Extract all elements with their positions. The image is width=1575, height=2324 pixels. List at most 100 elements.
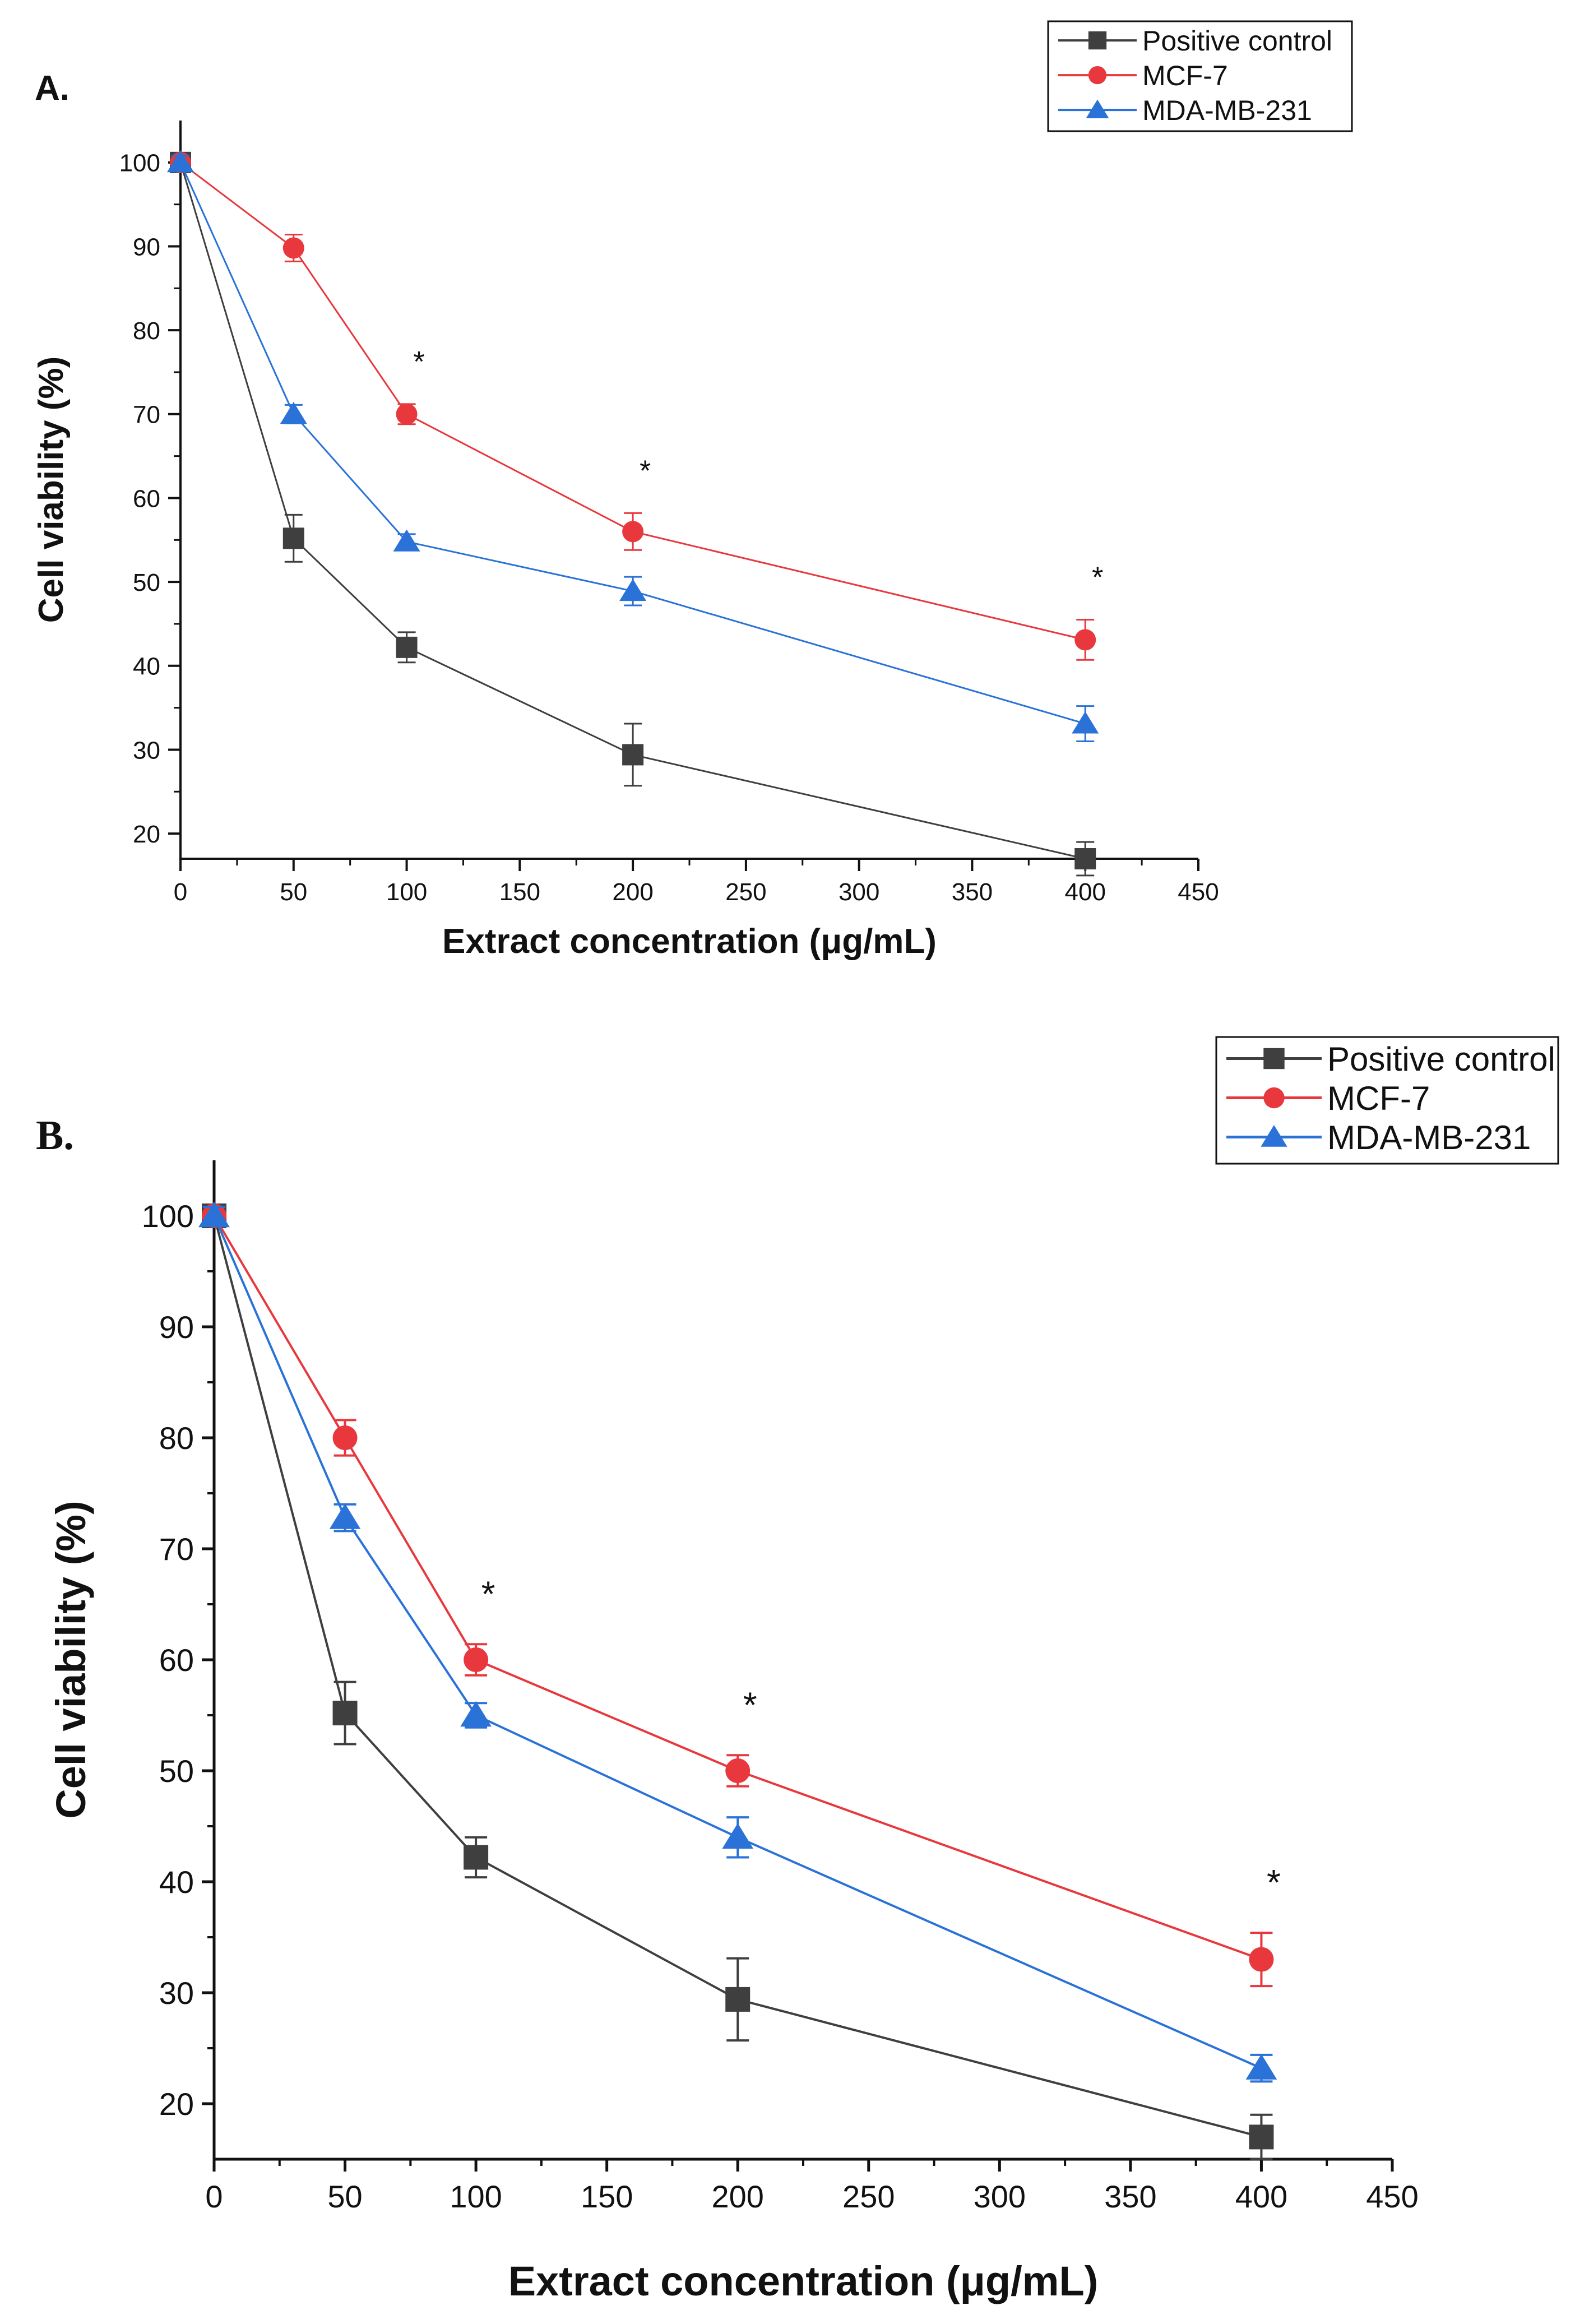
data-point <box>396 403 418 425</box>
y-tick-label: 30 <box>159 1975 194 2011</box>
y-tick-label: 20 <box>133 821 160 848</box>
legend-marker <box>1263 1048 1285 1070</box>
x-tick-label: 0 <box>205 2179 223 2214</box>
legend-marker <box>1261 1124 1287 1147</box>
data-point <box>1249 1947 1274 1972</box>
significance-star: * <box>640 455 651 487</box>
significance-star: * <box>481 1573 495 1614</box>
panel-label: A. <box>35 69 70 108</box>
series-mda-mb-231 <box>198 1201 1277 2083</box>
x-tick-label: 50 <box>280 878 307 906</box>
x-tick-label: 150 <box>499 878 540 906</box>
legend-label: MCF-7 <box>1327 1080 1430 1117</box>
data-point <box>1072 711 1099 734</box>
y-tick-label: 50 <box>159 1753 194 1789</box>
x-tick-label: 200 <box>712 2179 764 2214</box>
data-point <box>460 1701 492 1727</box>
y-tick-label: 90 <box>159 1309 194 1345</box>
chart-a: A. 0 50 100 150 200 250 300 350 400 450 20 30 40 50 60 7… <box>32 20 1353 961</box>
data-point <box>332 1701 358 1726</box>
data-point <box>332 1425 358 1450</box>
x-tick-label: 350 <box>1104 2179 1156 2214</box>
x-tick-label: 250 <box>725 878 766 906</box>
x-tick-label: 400 <box>1065 878 1106 906</box>
y-tick-label: 50 <box>133 569 160 596</box>
x-tick-label: 0 <box>174 878 187 906</box>
x-tick-label: 50 <box>327 2179 362 2214</box>
y-tick-label: 80 <box>133 317 160 345</box>
x-tick-label: 100 <box>386 878 427 906</box>
panel-b: B. 0 50 100 150 200 250 300 350 400 450 20 30 40 50 60 7… <box>0 1009 1575 2324</box>
y-axis-title: Cell viability (%) <box>48 1501 94 1818</box>
data-point <box>725 1758 751 1783</box>
y-axis-title: Cell viability (%) <box>32 357 71 623</box>
y-tick-label: 80 <box>159 1420 194 1456</box>
data-point <box>166 150 194 173</box>
y-tick-label: 40 <box>159 1864 194 1900</box>
data-point <box>393 529 420 552</box>
x-tick-label: 300 <box>974 2179 1026 2214</box>
data-point <box>619 578 647 601</box>
y-tick-label: 60 <box>133 485 160 512</box>
data-point <box>1249 2124 1274 2150</box>
legend-label: Positive control <box>1327 1040 1555 1078</box>
significance-star: * <box>743 1684 757 1725</box>
x-tick-label: 450 <box>1178 878 1219 906</box>
series-line <box>213 1215 1262 2070</box>
x-tick-label: 350 <box>952 878 993 906</box>
data-point <box>722 1823 754 1849</box>
data-point <box>1074 629 1096 651</box>
data-point <box>282 237 304 259</box>
x-tick-label: 400 <box>1235 2179 1287 2214</box>
y-tick-label: 100 <box>142 1198 194 1234</box>
legend-marker <box>1088 66 1107 85</box>
y-tick-label: 100 <box>119 150 160 177</box>
panel-label: B. <box>36 1113 74 1159</box>
y-tick-label: 90 <box>133 233 160 261</box>
data-point <box>464 1845 489 1870</box>
data-point <box>622 521 644 543</box>
x-tick-label: 250 <box>842 2179 895 2214</box>
legend-marker <box>1086 99 1109 118</box>
data-point <box>282 527 304 549</box>
x-tick-label: 450 <box>1366 2179 1418 2214</box>
y-tick-label: 70 <box>159 1531 194 1567</box>
y-tick-label: 30 <box>133 737 160 764</box>
y-tick-label: 60 <box>159 1642 194 1678</box>
x-tick-label: 150 <box>581 2179 633 2214</box>
significance-star: * <box>413 346 424 378</box>
x-axis-title: Extract concentration (μg/mL) <box>442 922 937 961</box>
legend-label: MDA-MB-231 <box>1327 1119 1531 1156</box>
series-line <box>180 161 1086 641</box>
series-line <box>179 162 1086 725</box>
panel-a: A. 0 50 100 150 200 250 300 350 400 450 20 30 40 50 60 7… <box>0 0 1575 1009</box>
x-axis-title: Extract concentration (μg/mL) <box>508 2258 1099 2304</box>
x-tick-label: 300 <box>839 878 879 906</box>
significance-star: * <box>1267 1862 1281 1902</box>
chart-b: B. 0 50 100 150 200 250 300 350 400 450 20 30 40 50 60 7… <box>36 1036 1559 2304</box>
data-point <box>329 1503 361 1529</box>
x-tick-label: 100 <box>450 2179 502 2214</box>
data-point <box>280 401 307 424</box>
y-tick-label: 20 <box>159 2086 194 2122</box>
series-mda-mb-231 <box>166 150 1099 742</box>
data-point <box>1074 848 1096 869</box>
y-tick-label: 40 <box>133 653 160 680</box>
legend-label: MDA-MB-231 <box>1142 95 1312 126</box>
legend-marker <box>1088 31 1107 50</box>
data-point <box>622 744 644 766</box>
significance-star: * <box>1092 561 1103 594</box>
series-positive-control <box>202 1203 1274 2160</box>
data-point <box>725 1987 751 2012</box>
data-point <box>198 1201 230 1228</box>
y-tick-label: 70 <box>133 401 160 429</box>
x-tick-label: 200 <box>612 878 653 906</box>
legend-label: Positive control <box>1142 25 1332 57</box>
data-point <box>464 1647 489 1672</box>
legend-label: MCF-7 <box>1142 60 1228 91</box>
data-point <box>396 636 418 658</box>
data-point <box>1245 2054 1277 2080</box>
series-mcf-7 <box>202 1203 1274 1988</box>
